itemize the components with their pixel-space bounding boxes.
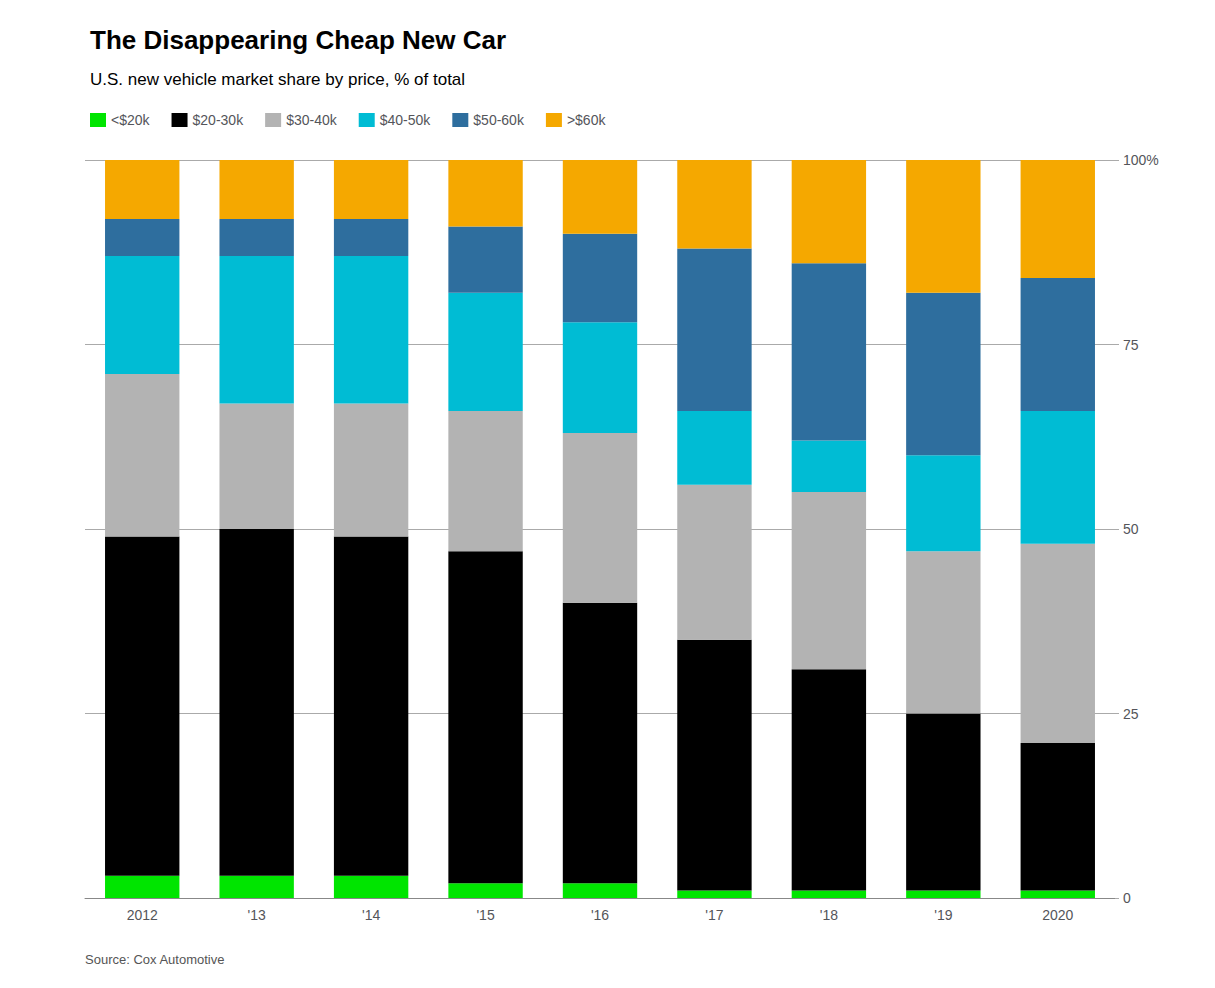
svg-text:25: 25 [1123,706,1139,722]
svg-text:$20-30k: $20-30k [193,112,245,128]
svg-text:'18: '18 [820,907,838,923]
svg-text:U.S. new vehicle market share: U.S. new vehicle market share by price, … [90,70,465,89]
svg-text:$30-40k: $30-40k [286,112,338,128]
svg-text:Source: Cox Automotive: Source: Cox Automotive [85,952,224,967]
svg-text:'17: '17 [705,907,723,923]
svg-text:0: 0 [1123,890,1131,906]
svg-text:'13: '13 [248,907,266,923]
svg-text:100%: 100% [1123,152,1159,168]
svg-text:$50-60k: $50-60k [473,112,525,128]
svg-text:'16: '16 [591,907,609,923]
svg-text:$40-50k: $40-50k [380,112,432,128]
svg-text:>$60k: >$60k [567,112,607,128]
svg-text:75: 75 [1123,337,1139,353]
svg-text:'14: '14 [362,907,380,923]
svg-text:'15: '15 [476,907,494,923]
svg-text:2020: 2020 [1042,907,1073,923]
svg-text:<$20k: <$20k [111,112,151,128]
svg-text:The Disappearing Cheap New Car: The Disappearing Cheap New Car [90,25,506,55]
svg-text:50: 50 [1123,521,1139,537]
svg-text:'19: '19 [934,907,952,923]
svg-text:2012: 2012 [127,907,158,923]
